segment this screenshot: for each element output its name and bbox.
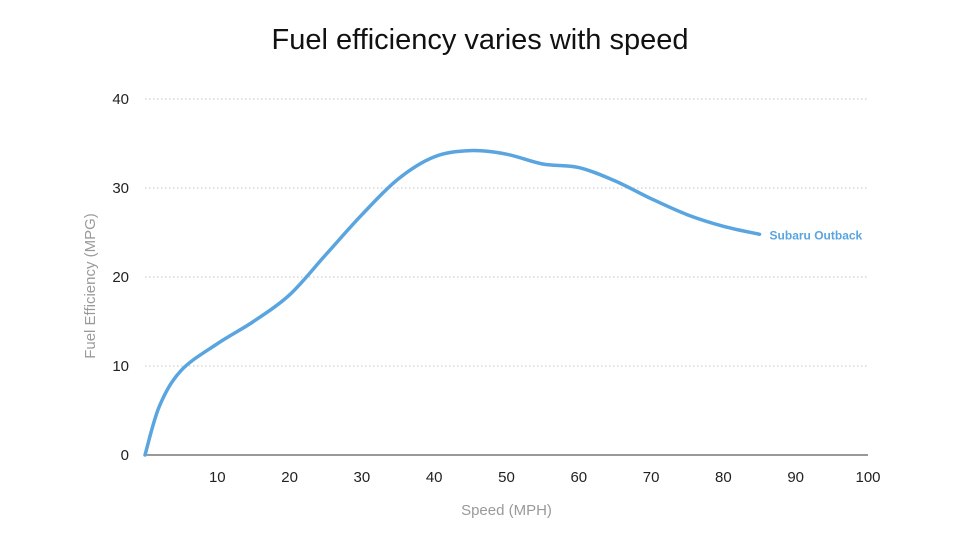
x-axis-title: Speed (MPH) (461, 502, 552, 519)
x-tick-label: 20 (281, 469, 298, 486)
y-tick-label: 10 (112, 358, 129, 375)
x-axis-ticks: 10 20 30 40 50 60 70 80 90 100 (209, 469, 881, 486)
y-tick-label: 30 (112, 180, 129, 197)
y-axis-ticks: 0 10 20 30 40 (112, 91, 129, 464)
x-tick-label: 40 (426, 469, 443, 486)
x-tick-label: 50 (498, 469, 515, 486)
y-tick-label: 40 (112, 91, 129, 108)
x-tick-label: 80 (715, 469, 732, 486)
series-layer: Subaru Outback (143, 148, 863, 457)
x-tick-label: 60 (570, 469, 587, 486)
x-tick-label: 10 (209, 469, 226, 486)
y-tick-label: 20 (112, 269, 129, 286)
series-label: Subaru Outback (770, 228, 863, 242)
y-axis-title: Fuel Efficiency (MPG) (82, 213, 99, 359)
gridlines (145, 98, 868, 367)
series-line (143, 148, 762, 457)
x-tick-label: 30 (354, 469, 371, 486)
x-tick-label: 90 (787, 469, 804, 486)
x-tick-label: 70 (643, 469, 660, 486)
chart-title: Fuel efficiency varies with speed (271, 24, 689, 56)
x-tick-label: 100 (855, 469, 880, 486)
y-tick-label: 0 (121, 447, 129, 464)
